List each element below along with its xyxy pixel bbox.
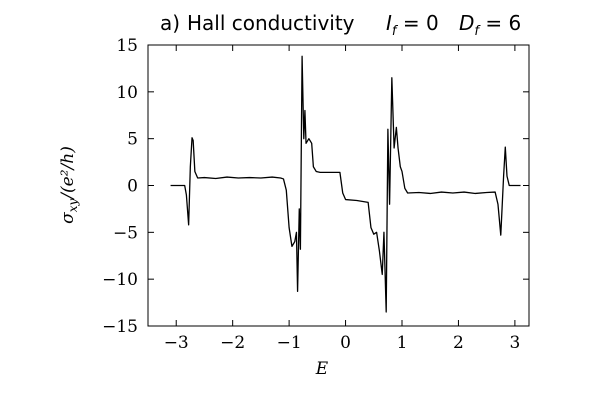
x-tick-label: 2: [453, 333, 464, 353]
y-tick-label: 15: [116, 36, 138, 56]
x-tick-label: −2: [220, 333, 245, 353]
x-axis-label: E: [315, 359, 329, 379]
y-tick-label: 0: [127, 177, 138, 197]
title-text: Hall conductivity: [187, 11, 355, 35]
y-label-symbol: σ: [58, 212, 78, 224]
annotation-text: = 6: [479, 11, 521, 35]
annotation-subscript: f: [474, 24, 481, 39]
y-tick-label: −10: [102, 270, 138, 290]
x-tick-label: −3: [164, 333, 189, 353]
x-tick-label: 0: [340, 333, 351, 353]
annotation-symbol: D: [459, 11, 474, 35]
y-label-text: /(e²/h): [58, 146, 78, 201]
y-tick-label: 5: [127, 130, 138, 150]
annotation-symbol: I: [386, 11, 392, 35]
x-tick-label: −1: [277, 333, 302, 353]
y-tick-label: −5: [113, 223, 138, 243]
chart-title: a) Hall conductivity If = 0 Df = 6: [160, 11, 521, 39]
y-axis-label: σxy/(e²/h): [58, 146, 80, 224]
plot-frame: [147, 44, 530, 327]
panel-label: a): [160, 11, 180, 35]
y-label-subscript: xy: [66, 198, 80, 212]
annotation-text: = 0: [396, 11, 438, 35]
y-tick-label: 10: [116, 83, 138, 103]
x-tick-label: 3: [509, 333, 520, 353]
annotation-subscript: f: [392, 24, 399, 39]
y-tick-label: −15: [102, 317, 138, 337]
data-line: [170, 55, 521, 313]
x-tick-label: 1: [397, 333, 408, 353]
